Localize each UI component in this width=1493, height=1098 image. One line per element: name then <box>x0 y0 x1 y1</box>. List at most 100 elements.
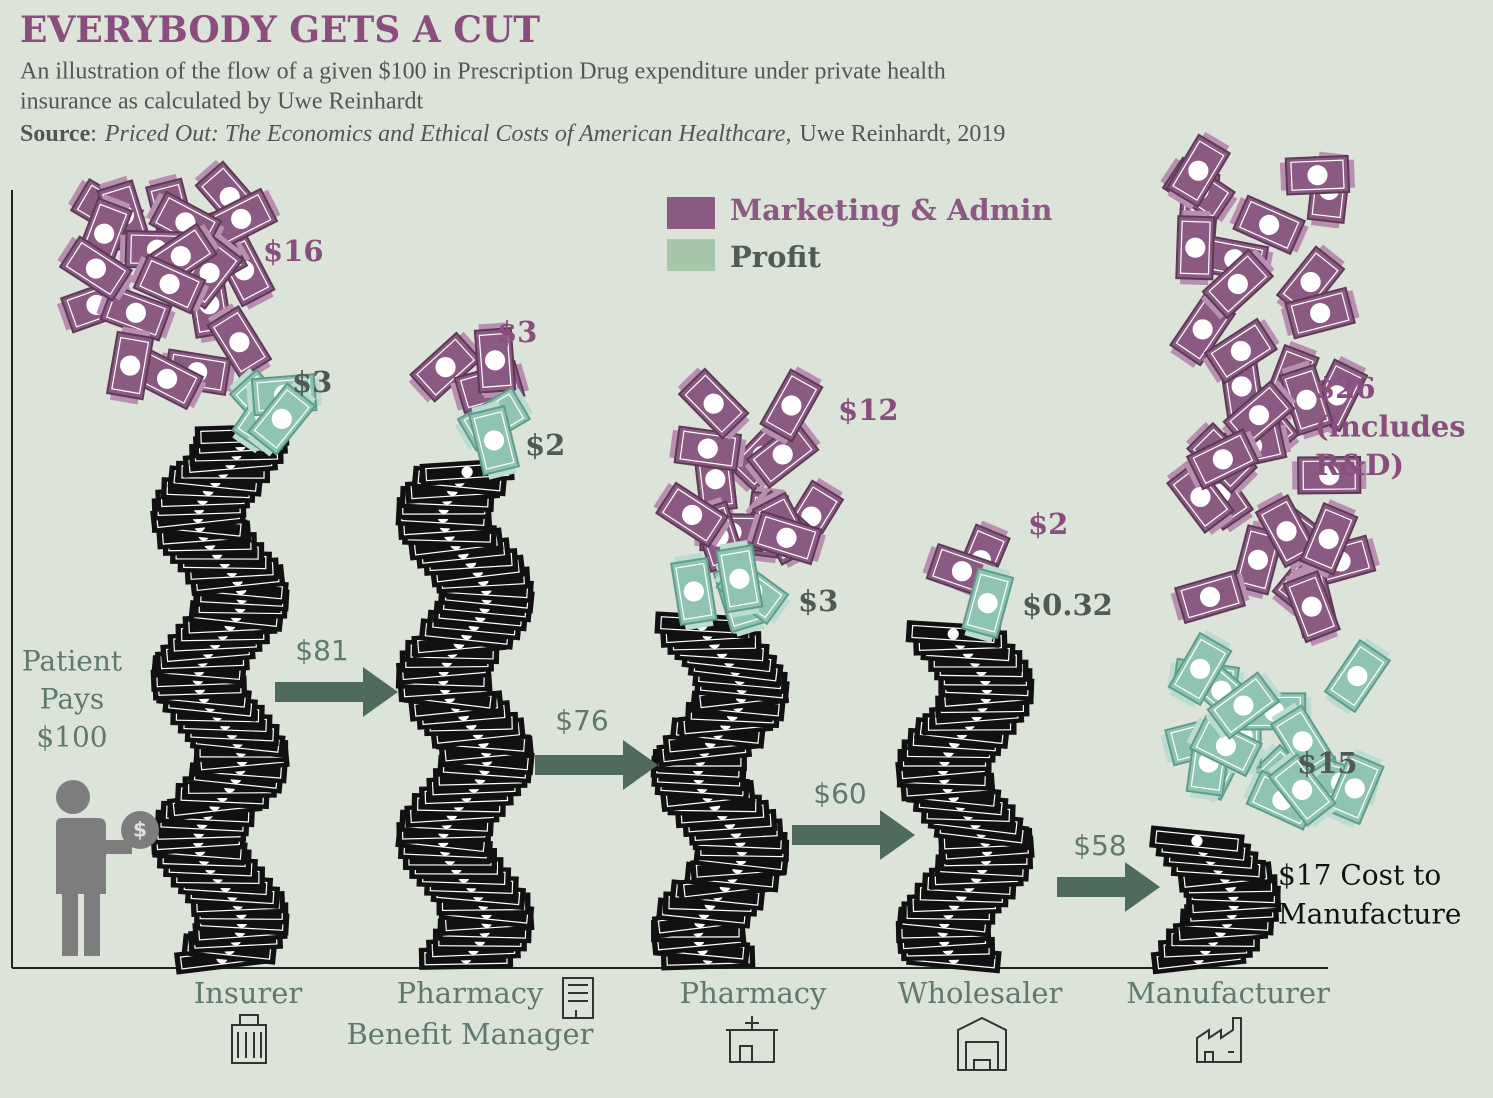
bill <box>677 367 750 440</box>
bill <box>1231 520 1285 600</box>
bill-inner <box>765 375 818 436</box>
bill-inner <box>684 374 743 433</box>
flow-arrow <box>275 667 398 717</box>
bill-seal <box>483 430 505 451</box>
bill-seal <box>1327 385 1348 406</box>
patient-label: Patient <box>22 645 123 678</box>
bill-seal <box>1300 272 1321 293</box>
bill-seal <box>1248 405 1270 426</box>
bill-seal <box>1231 376 1252 397</box>
bill <box>1175 210 1216 286</box>
bill-inner <box>473 411 515 470</box>
marketing-value: $12 <box>838 393 899 427</box>
bill-inner <box>1261 500 1313 562</box>
bill-inner <box>1208 255 1268 313</box>
bill-inner <box>661 488 723 542</box>
bill-inner <box>139 259 200 309</box>
cost-label: Manufacture <box>1278 898 1461 931</box>
bill <box>1323 637 1392 715</box>
bill-inner <box>1179 220 1211 275</box>
bill-seal <box>170 246 191 267</box>
bill-seal <box>125 302 146 323</box>
bill-seal <box>705 469 726 490</box>
bill <box>715 539 764 618</box>
patient-label: Pays <box>40 683 104 716</box>
bill-seal <box>199 262 220 284</box>
flow-arrow <box>792 810 915 860</box>
bill-seal <box>1292 731 1313 752</box>
transfer-amount: $58 <box>1073 829 1126 862</box>
marketing-value: $26 <box>1315 371 1376 405</box>
bill <box>473 322 517 399</box>
bill-inner <box>1290 292 1350 334</box>
bill-inner <box>1180 575 1240 619</box>
bill <box>1267 752 1337 828</box>
marketing-value: R&D) <box>1315 448 1404 482</box>
bill <box>744 419 821 490</box>
transfer-amount: $76 <box>555 704 608 737</box>
bill-inner <box>1192 434 1254 485</box>
subtitle: insurance as calculated by Uwe Reinhardt <box>20 89 424 115</box>
stage-name: Manufacturer <box>1126 976 1330 1010</box>
bill-inner <box>1172 466 1229 527</box>
bill <box>747 510 826 566</box>
bill-inner <box>675 562 713 621</box>
marketing-value: $2 <box>1028 507 1068 541</box>
bill <box>57 235 135 302</box>
cost-label: $17 Cost to <box>1278 859 1441 892</box>
bill <box>246 381 317 457</box>
bills <box>56 131 1392 975</box>
bill <box>670 552 718 631</box>
bill <box>1292 455 1367 495</box>
bill-inner <box>105 289 166 336</box>
bill-seal <box>682 504 703 525</box>
bill-seal <box>1227 273 1248 295</box>
source: Source: Priced Out: The Economics and Eth… <box>20 121 1005 147</box>
source-separator: : <box>90 121 97 147</box>
bill-inner <box>1288 576 1335 637</box>
legend-label: Profit <box>730 240 822 274</box>
bill-inner <box>1290 159 1345 191</box>
bill-seal <box>1276 521 1297 542</box>
bill-inner <box>1331 758 1379 819</box>
bill <box>960 563 1015 643</box>
bill-seal <box>1190 486 1211 508</box>
bill-seal <box>1296 389 1317 410</box>
bill-seal <box>729 568 750 589</box>
bill-seal <box>1215 735 1236 757</box>
bill <box>1170 569 1250 625</box>
bill-seal <box>1318 528 1339 549</box>
bill-inner <box>756 515 817 560</box>
bill <box>206 303 273 382</box>
bill-inner <box>1174 638 1227 700</box>
profit-value: $2 <box>525 428 565 462</box>
bill-seal <box>159 273 180 295</box>
source-label: Source <box>20 121 91 147</box>
bill <box>653 481 731 549</box>
legend-label: Marketing & Admin <box>730 193 1052 227</box>
bill-inner <box>1302 460 1356 491</box>
bill <box>1229 194 1309 256</box>
bill-seal <box>229 332 250 353</box>
bill-seal <box>1212 449 1233 470</box>
bill-inner <box>111 336 150 395</box>
arrows <box>275 667 1160 912</box>
title: EVERYBODY GETS A CUT <box>20 9 540 51</box>
bill-inner <box>720 550 759 608</box>
marketing-value: $16 <box>263 234 324 268</box>
profit-value: $0.32 <box>1022 588 1113 622</box>
bill <box>467 401 521 480</box>
bill <box>1165 131 1232 210</box>
bill-inner <box>1330 645 1385 707</box>
bill <box>759 366 824 445</box>
bill-seal <box>1188 160 1209 181</box>
bill-inner <box>212 311 266 373</box>
bill-inner <box>1237 530 1279 590</box>
bill-inner <box>679 430 737 467</box>
bill-seal <box>947 628 959 640</box>
bill-inner <box>1172 140 1225 202</box>
bill-seal <box>1310 302 1331 324</box>
bill-seal <box>1247 549 1269 570</box>
flow-arrow <box>1057 862 1160 912</box>
marketing-value: (includes <box>1315 410 1466 444</box>
